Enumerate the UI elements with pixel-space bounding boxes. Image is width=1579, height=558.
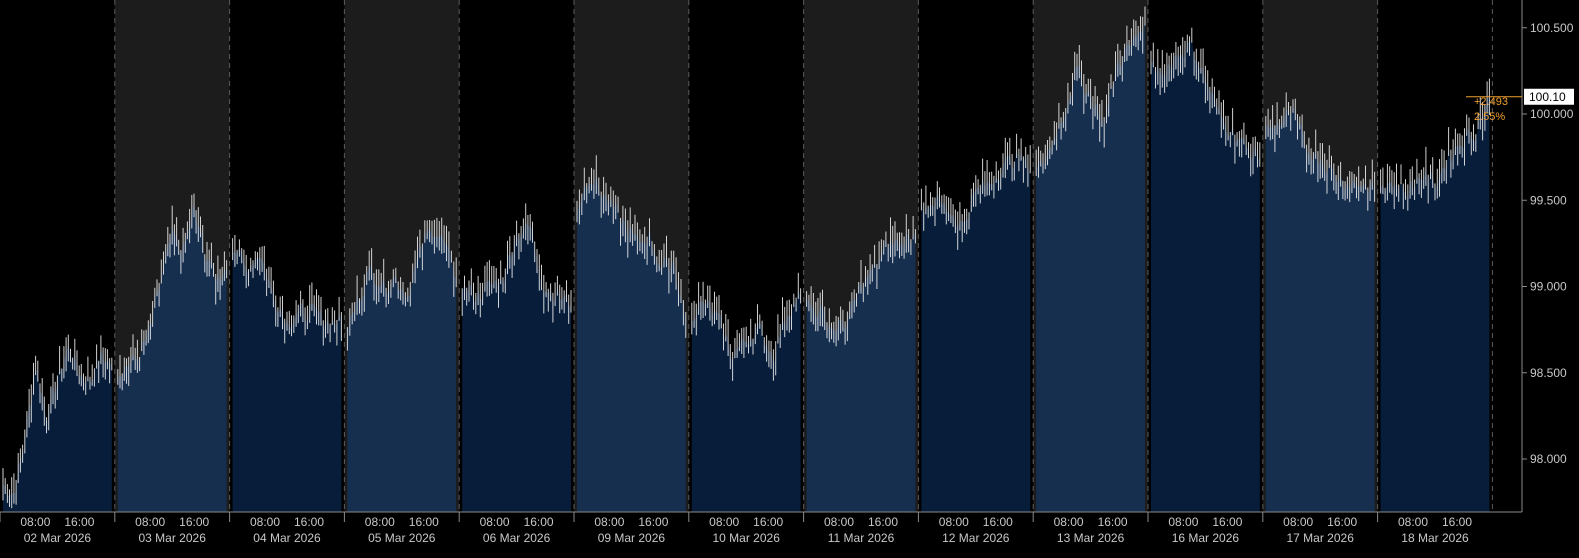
y-tick-label: 100.000: [1530, 107, 1574, 121]
x-date-label: 16 Mar 2026: [1172, 531, 1240, 545]
x-time-label: 16:00: [1327, 515, 1357, 529]
price-area-10: [1036, 19, 1145, 512]
price-area-11: [1151, 36, 1260, 513]
x-time-label: 16:00: [1442, 515, 1472, 529]
x-date-label: 17 Mar 2026: [1287, 531, 1355, 545]
x-time-label: 08:00: [250, 515, 280, 529]
x-date-label: 13 Mar 2026: [1057, 531, 1125, 545]
x-time-label: 16:00: [868, 515, 898, 529]
x-date-label: 03 Mar 2026: [139, 531, 207, 545]
x-date-label: 04 Mar 2026: [253, 531, 321, 545]
y-tick-label: 98.000: [1530, 452, 1567, 466]
price-area-1: [3, 343, 112, 512]
last-price-label: 100.10: [1529, 90, 1566, 104]
price-area-9: [921, 147, 1031, 512]
x-time-label: 16:00: [179, 515, 209, 529]
x-time-label: 08:00: [1054, 515, 1084, 529]
x-date-label: 11 Mar 2026: [828, 531, 895, 545]
x-date-label: 10 Mar 2026: [713, 531, 781, 545]
x-time-label: 16:00: [753, 515, 783, 529]
x-time-label: 08:00: [1168, 515, 1198, 529]
x-time-label: 08:00: [135, 515, 165, 529]
price-area-2: [117, 203, 227, 512]
x-time-label: 08:00: [939, 515, 969, 529]
price-area-7: [691, 291, 801, 512]
x-time-label: 16:00: [294, 515, 324, 529]
x-time-label: 16:00: [1212, 515, 1242, 529]
x-time-label: 16:00: [409, 515, 439, 529]
price-area-13: [1380, 96, 1490, 513]
x-date-label: 05 Mar 2026: [368, 531, 436, 545]
x-time-label: 08:00: [824, 515, 854, 529]
x-time-label: 16:00: [983, 515, 1013, 529]
change-pct-label: 2.55%: [1474, 111, 1505, 123]
y-tick-label: 99.000: [1530, 280, 1567, 294]
x-time-label: 08:00: [365, 515, 395, 529]
x-time-label: 08:00: [709, 515, 739, 529]
x-time-label: 08:00: [594, 515, 624, 529]
x-date-label: 09 Mar 2026: [598, 531, 666, 545]
price-area-8: [806, 233, 916, 513]
price-area-12: [1265, 104, 1375, 512]
x-time-label: 16:00: [1098, 515, 1128, 529]
x-time-label: 08:00: [20, 515, 50, 529]
last-price-box: [1524, 88, 1574, 105]
x-date-label: 18 Mar 2026: [1401, 531, 1469, 545]
y-tick-label: 100.500: [1530, 21, 1574, 35]
y-tick-label: 98.500: [1530, 366, 1567, 380]
x-time-label: 16:00: [64, 515, 94, 529]
x-time-label: 16:00: [638, 515, 668, 529]
x-date-label: 06 Mar 2026: [483, 531, 551, 545]
change-abs-label: +2.493: [1474, 96, 1508, 108]
x-time-label: 08:00: [1398, 515, 1428, 529]
x-date-label: 02 Mar 2026: [24, 531, 92, 545]
x-time-label: 08:00: [480, 515, 510, 529]
price-area-6: [577, 175, 686, 512]
y-tick-label: 99.500: [1530, 193, 1567, 207]
x-time-label: 16:00: [524, 515, 554, 529]
price-area-4: [347, 227, 457, 512]
x-date-label: 12 Mar 2026: [942, 531, 1010, 545]
x-time-label: 08:00: [1283, 515, 1313, 529]
